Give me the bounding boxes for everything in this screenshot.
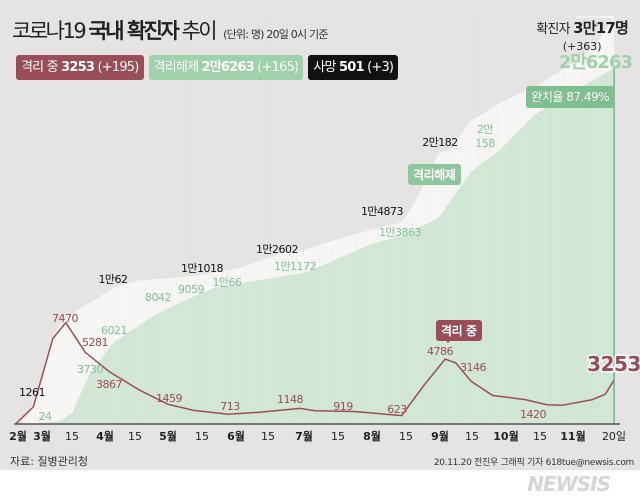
isolated-value-label: 1148 [277,393,303,406]
released-value-label: 2만 [477,123,493,136]
x-tick-label: 10월 [493,429,518,443]
page-title: 코로나19 국내 확진자 추이 [12,19,218,43]
source: 자료: 질병관리청 [10,455,89,468]
confirmed-value-label: 1만4873 [361,205,404,218]
isolated-value-label: 7470 [52,312,78,325]
isolated-line [15,321,615,425]
isolated-tag: 격리 중 [436,320,482,343]
x-tick-label: 20일 [602,429,626,443]
isolated-value-label: 4786 [427,345,453,358]
isolated-value-label: 5281 [82,336,108,349]
released-value-label: 1만66 [212,276,242,289]
isolated-value-label: 3253 [587,352,640,376]
confirmed-value-label: 1만62 [98,273,127,286]
isolated-value-label: 713 [220,400,240,413]
total-delta: (+363) [562,40,602,53]
credit: 20.11.20 전진우 그래픽 기자 618tue@newsis.com [433,458,634,468]
x-tick-label: 6월 [227,429,245,443]
isolated-value-label: 1420 [520,408,546,421]
confirmed-value-label: 1만2602 [256,243,298,256]
released-value-label: 9059 [178,283,204,296]
legend-released: 격리해제 2만6263 (+165) [148,55,304,80]
x-tick-label: 15 [128,430,142,443]
confirmed-value-label: 2만182 [422,136,458,149]
isolated-value-label: 623 [387,403,407,416]
legend-deaths: 사망 501 (+3) [308,55,399,80]
x-tick-label: 15 [261,430,275,443]
released-total: 2만6263 [558,52,633,73]
x-tick-label: 9월 [431,429,449,443]
x-tick-label: 15 [195,430,209,443]
x-tick-label: 7월 [295,429,313,443]
newsis-logo: NEWSIS [527,472,611,496]
released-value-label: 24 [39,410,52,423]
isolated-value-label: 1459 [156,392,182,405]
confirmed-value-label: 1만1018 [181,262,224,275]
x-tick-label: 15 [465,430,479,443]
released-value-label: 8042 [145,291,171,304]
isolated-value-label: 3867 [96,378,122,391]
total-confirmed: 확진자 3만17명 [536,19,629,37]
isolated-value-label: 3146 [460,361,486,374]
unit-note: (단위: 명) 20일 0시 기준 [223,28,328,41]
x-tick-label: 2월 [9,429,27,443]
x-tick-label: 15 [65,430,79,443]
released-value-label: 1만1172 [274,260,316,273]
released-value-label: 1만3863 [379,226,422,239]
header: 코로나19 국내 확진자 추이 (단위: 명) 20일 0시 기준 [12,15,328,45]
x-tick-label: 15 [399,430,413,443]
released-tag: 격리해제 [408,164,461,185]
x-tick-label: 5월 [159,429,177,443]
confirmed-value-label: 1261 [19,386,45,399]
legend-isolated: 격리 중 3253 (+195) [16,55,144,80]
x-tick-label: 4월 [96,429,114,443]
recovery-rate-badge: 완치율 87.49% [526,86,614,108]
released-value-label: 158 [475,137,495,150]
released-value-label: 6021 [101,324,127,337]
x-tick-label: 15 [331,430,345,443]
legend: 격리 중 3253 (+195) 격리해제 2만6263 (+165) 사망 5… [16,55,399,80]
x-tick-label: 11월 [560,429,585,443]
x-tick-label: 15 [533,430,547,443]
released-value-label: 3730 [77,363,103,376]
total-box: 확진자 3만17명 (+363) [536,17,629,53]
x-tick-label: 3월 [33,429,51,443]
isolated-value-label: 919 [333,400,353,413]
x-tick-label: 8월 [363,429,381,443]
